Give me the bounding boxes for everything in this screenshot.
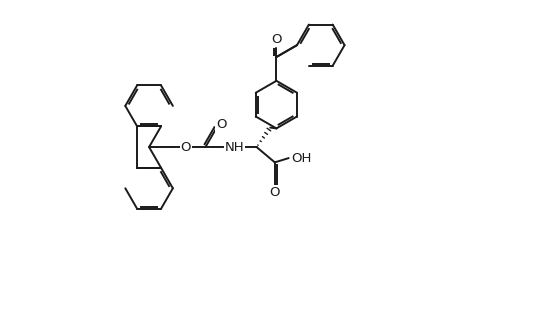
Text: O: O — [271, 33, 281, 46]
Text: O: O — [270, 186, 280, 199]
Text: O: O — [216, 118, 226, 131]
Text: NH: NH — [224, 140, 244, 153]
Text: O: O — [181, 140, 191, 153]
Text: OH: OH — [292, 152, 312, 165]
